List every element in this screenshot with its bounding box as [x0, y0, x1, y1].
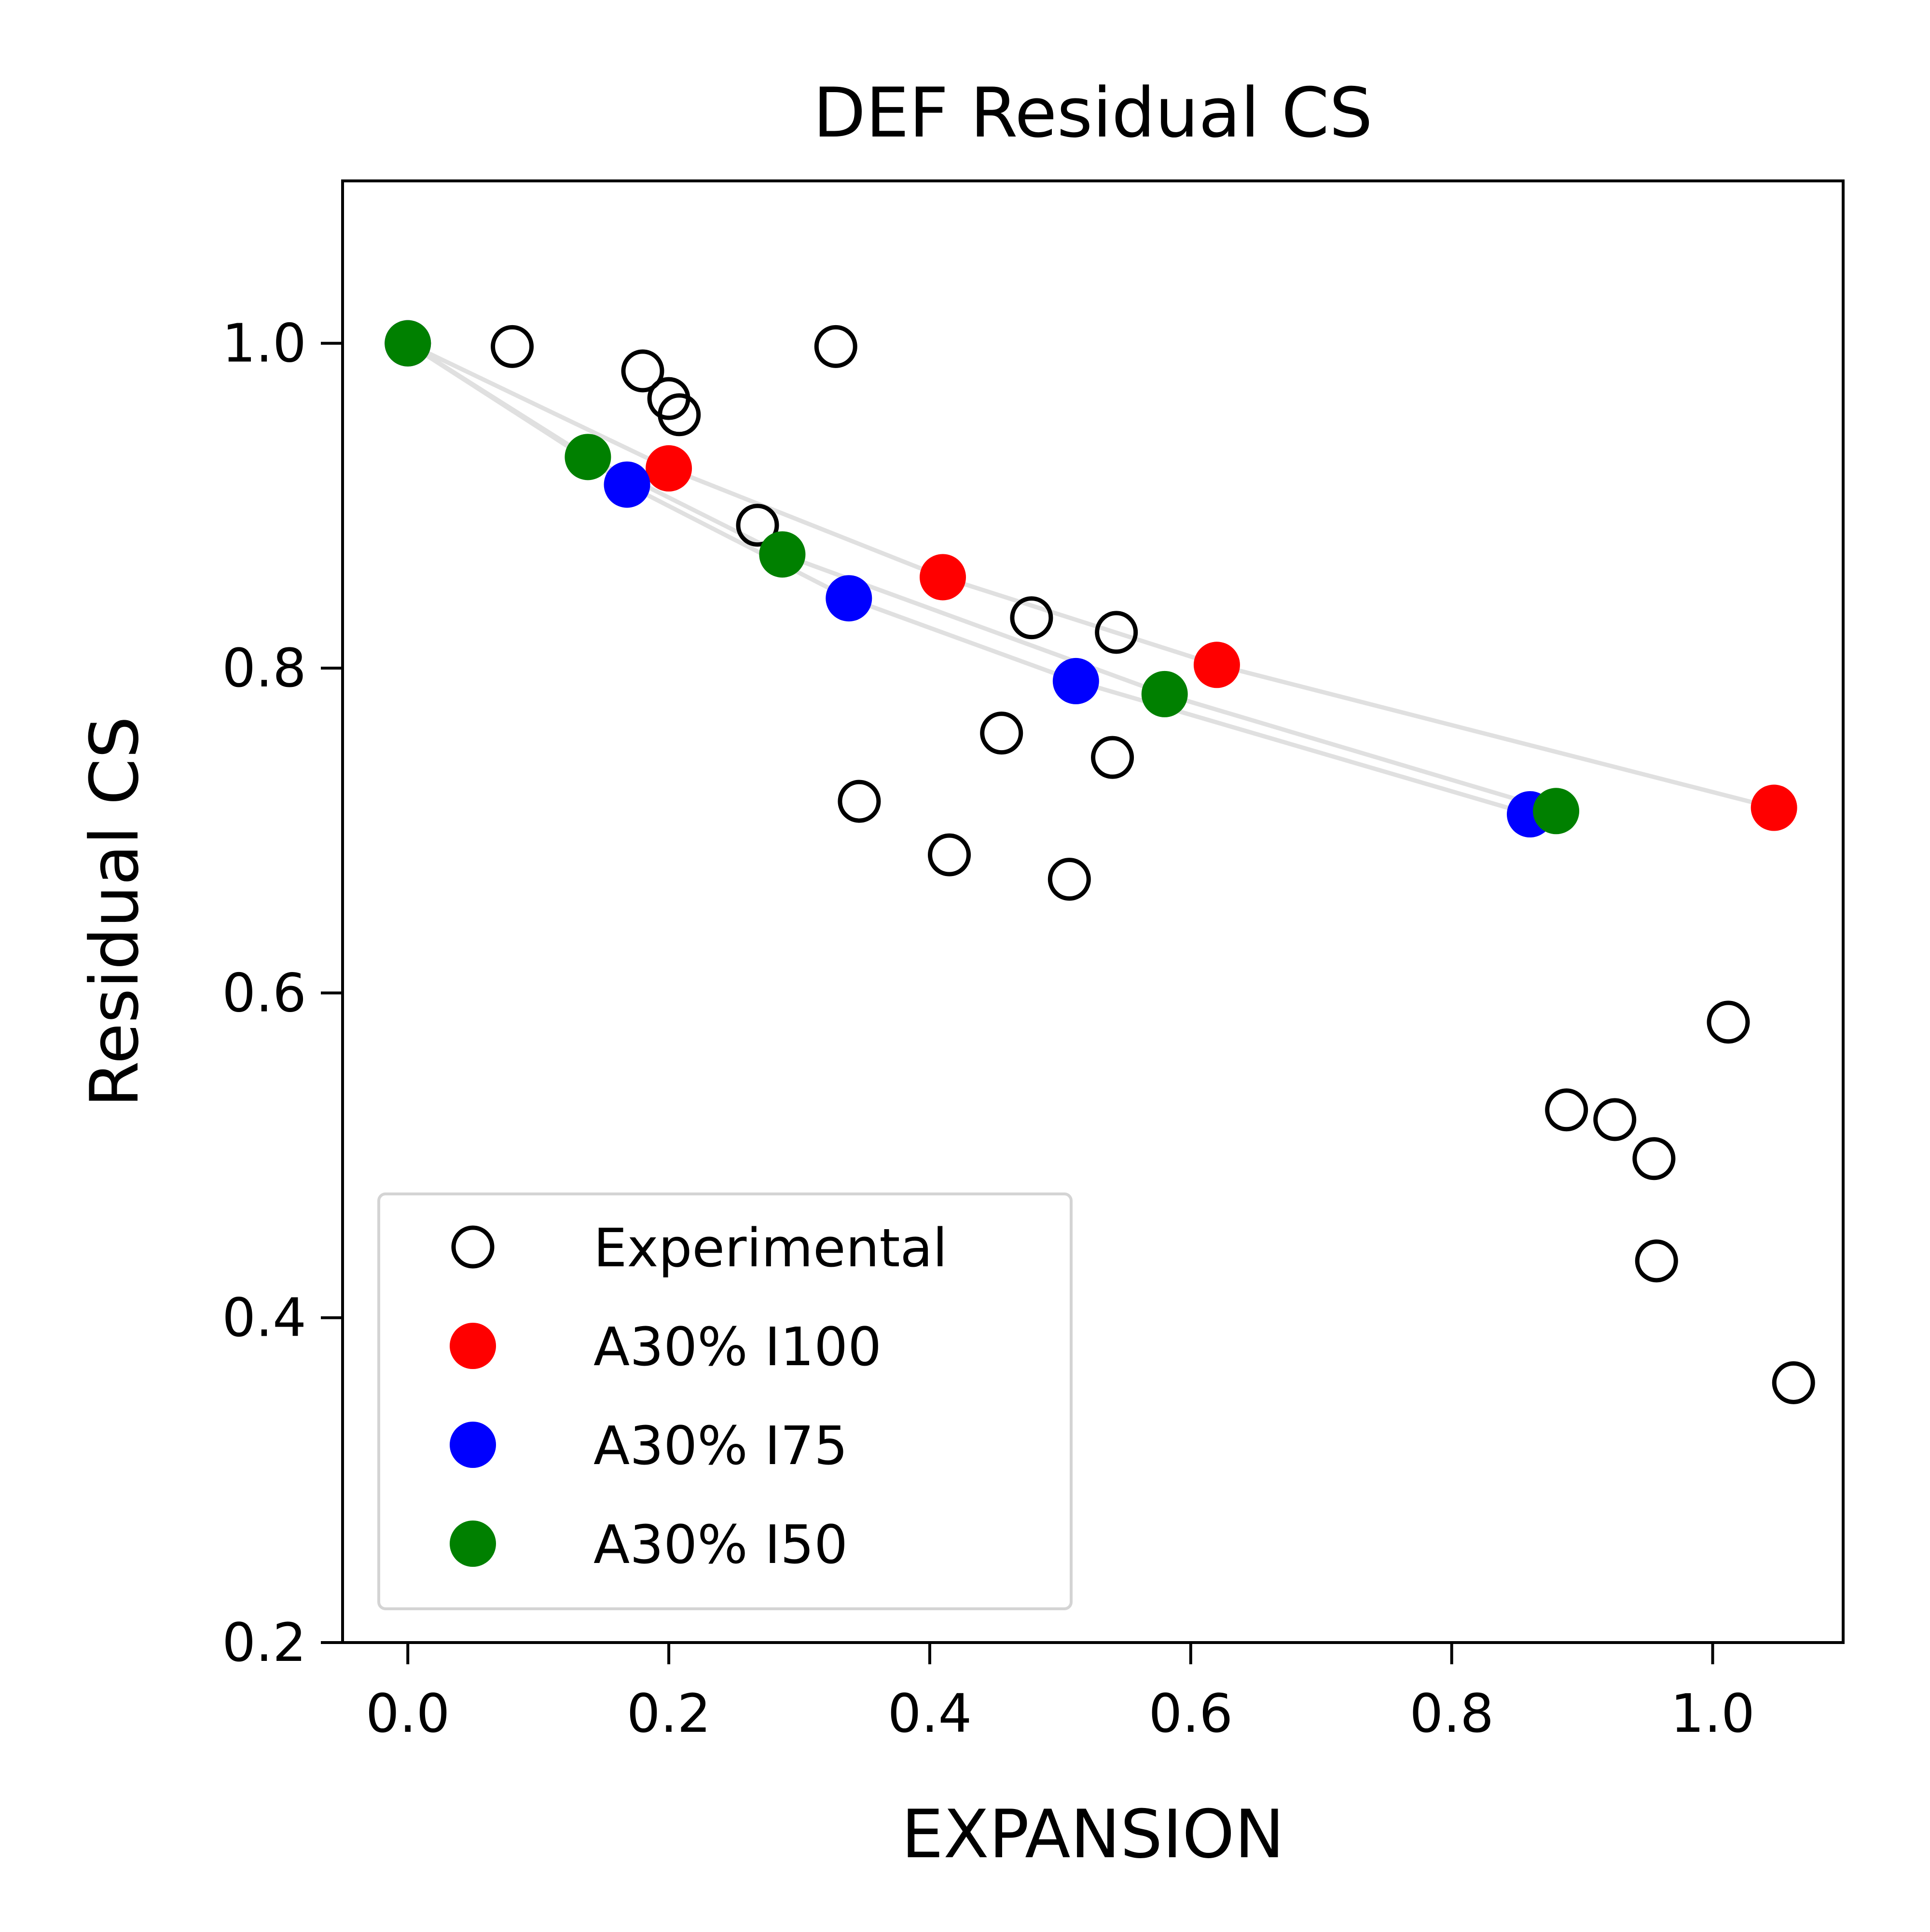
legend-marker-experimental — [451, 1225, 495, 1269]
experimental-point — [1545, 1088, 1588, 1132]
legend-marker-a30pct-i100 — [450, 1323, 496, 1369]
x-tick-label: 0.2 — [627, 1683, 711, 1744]
y-tick-label: 0.6 — [222, 962, 306, 1024]
model-point-a30pct-i75 — [1052, 658, 1099, 704]
y-tick-label: 0.8 — [222, 637, 306, 699]
experimental-point — [838, 780, 881, 823]
x-tick-label: 1.0 — [1670, 1683, 1755, 1744]
legend-label-a30pct-i75: A30% I75 — [593, 1415, 848, 1477]
experimental-point — [736, 504, 779, 547]
experimental-point — [1095, 611, 1138, 654]
experimental-point — [1632, 1137, 1676, 1180]
model-point-a30pct-i75 — [604, 461, 650, 508]
experimental-point — [1772, 1361, 1815, 1404]
plot-frame — [341, 179, 1845, 1644]
model-point-a30pct-i100 — [920, 554, 966, 601]
legend-label-a30pct-i100: A30% I100 — [593, 1316, 882, 1378]
experimental-point — [1593, 1098, 1637, 1141]
model-point-a30pct-i100 — [1193, 642, 1240, 688]
experimental-point — [491, 325, 534, 368]
legend-label-a30pct-i50: A30% I50 — [593, 1514, 848, 1576]
legend-marker-a30pct-i75 — [450, 1422, 496, 1468]
experimental-point — [1048, 858, 1091, 901]
x-axis-ticks: 0.0 0.2 0.4 0.6 0.8 1.0 — [366, 1643, 1755, 1744]
model-point-a30pct-i100 — [1751, 784, 1797, 831]
chart-title: DEF Residual CS — [813, 73, 1373, 153]
y-tick-label: 0.4 — [222, 1287, 306, 1349]
legend-box — [377, 1192, 1073, 1610]
x-tick-label: 0.0 — [366, 1683, 450, 1744]
x-tick-label: 0.6 — [1148, 1683, 1233, 1744]
experimental-point — [1010, 596, 1053, 640]
y-tick-label: 0.2 — [222, 1612, 306, 1673]
experimental-point — [814, 325, 857, 368]
model-point-a30pct-i75 — [826, 575, 872, 622]
y-tick-label: 1.0 — [222, 313, 306, 374]
experimental-point — [1091, 736, 1134, 779]
y-axis-title: Residual CS — [76, 716, 153, 1108]
legend-label-experimental: Experimental — [593, 1217, 948, 1279]
model-point-a30pct-i50 — [759, 531, 806, 578]
series-lines — [406, 341, 1775, 817]
experimental-point — [1707, 1000, 1750, 1044]
y-axis-ticks: 0.2 0.4 0.6 0.8 1.0 — [222, 313, 343, 1673]
x-tick-label: 0.8 — [1409, 1683, 1494, 1744]
series-line-a30pct-i75 — [406, 341, 1531, 817]
series-markers — [385, 320, 1815, 1404]
series-line-a30pct-i100 — [407, 341, 1775, 810]
x-tick-label: 0.4 — [887, 1683, 972, 1744]
experimental-point — [928, 833, 971, 877]
model-point-a30pct-i50 — [1533, 788, 1580, 835]
legend: Experimental A30% I100 A30% I75 A30% I50 — [377, 1192, 1073, 1610]
model-point-a30pct-i50 — [385, 320, 431, 367]
model-point-a30pct-i50 — [565, 434, 611, 480]
experimental-point — [621, 349, 664, 393]
model-point-a30pct-i100 — [646, 445, 692, 492]
model-point-a30pct-i50 — [1141, 671, 1188, 717]
experimental-point — [980, 712, 1023, 755]
experimental-point — [1635, 1239, 1678, 1283]
experimental-point — [658, 393, 701, 437]
x-axis-title: EXPANSION — [901, 1795, 1284, 1873]
legend-marker-a30pct-i50 — [450, 1521, 496, 1567]
